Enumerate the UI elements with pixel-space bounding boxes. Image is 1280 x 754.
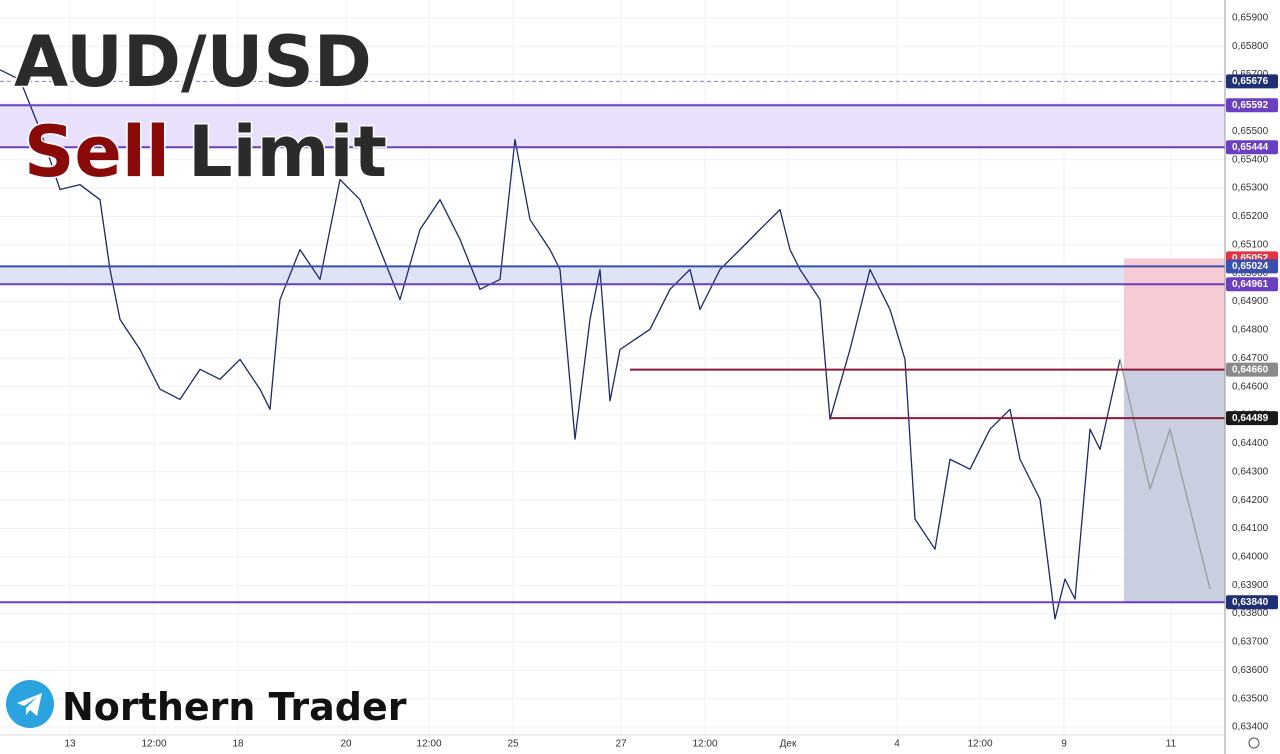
y-tick-label: 0,64900 xyxy=(1232,296,1269,307)
settings-icon[interactable] xyxy=(1248,737,1260,749)
y-tick-label: 0,63700 xyxy=(1232,637,1269,648)
level-label: 0,63840 xyxy=(1232,597,1269,608)
price-line xyxy=(0,69,1121,620)
y-tick-label: 0,65400 xyxy=(1232,154,1269,165)
zone xyxy=(0,105,1225,148)
position-box xyxy=(1124,258,1225,370)
level-label: 0,65592 xyxy=(1232,100,1269,111)
y-tick-label: 0,64000 xyxy=(1232,551,1269,562)
y-tick-label: 0,64100 xyxy=(1232,523,1269,534)
level-tag xyxy=(1226,98,1278,113)
y-tick-label: 0,64600 xyxy=(1232,381,1269,392)
subtitle-limit: Limit xyxy=(188,111,387,193)
chart-title: AUD/USD xyxy=(14,21,372,103)
y-tick-label: 0,65900 xyxy=(1232,13,1269,24)
x-tick-label: 12:00 xyxy=(967,739,992,750)
x-tick-label: 20 xyxy=(340,739,352,750)
position-box xyxy=(1124,369,1225,603)
level-label: 0,65052 xyxy=(1232,253,1269,264)
x-tick-label: 4 xyxy=(894,739,900,750)
level-label: 0,64961 xyxy=(1232,279,1269,290)
y-tick-label: 0,64700 xyxy=(1232,353,1269,364)
zone xyxy=(0,266,1225,285)
y-tick-label: 0,64300 xyxy=(1232,466,1269,477)
x-tick-label: 9 xyxy=(1061,739,1067,750)
y-tick-label: 0,65300 xyxy=(1232,183,1269,194)
x-tick-label: Дек xyxy=(780,739,797,750)
y-tick-label: 0,63800 xyxy=(1232,608,1269,619)
y-tick-label: 0,65100 xyxy=(1232,239,1269,250)
x-tick-label: 13 xyxy=(64,739,76,750)
telegram-plane xyxy=(17,693,42,716)
level-tag xyxy=(1226,140,1278,155)
x-tick-label: 11 xyxy=(1166,739,1177,750)
y-tick-label: 0,63400 xyxy=(1232,722,1269,733)
y-tick-label: 0,63600 xyxy=(1232,665,1269,676)
level-label: 0,65024 xyxy=(1232,261,1269,272)
plot-area xyxy=(0,0,1225,735)
y-tick-label: 0,64400 xyxy=(1232,438,1269,449)
level-label: 0,65444 xyxy=(1232,142,1269,153)
level-tag xyxy=(1226,277,1278,292)
level-label: 0,64660 xyxy=(1232,364,1269,375)
x-tick-label: 27 xyxy=(615,739,627,750)
y-tick-label: 0,64200 xyxy=(1232,495,1269,506)
level-tag xyxy=(1226,74,1278,89)
y-tick-label: 0,65500 xyxy=(1232,126,1269,137)
y-tick-label: 0,64800 xyxy=(1232,325,1269,336)
level-label: 0,64489 xyxy=(1232,413,1269,424)
level-tag xyxy=(1226,411,1278,426)
x-tick-label: 12:00 xyxy=(692,739,717,750)
level-tag xyxy=(1226,362,1278,377)
x-tick-label: 18 xyxy=(232,739,244,750)
y-tick-label: 0,65800 xyxy=(1232,41,1269,52)
level-tag xyxy=(1226,259,1278,274)
y-tick-label: 0,65200 xyxy=(1232,211,1269,222)
y-tick-label: 0,63500 xyxy=(1232,693,1269,704)
x-tick-label: 12:00 xyxy=(416,739,441,750)
x-tick-label: 25 xyxy=(507,739,519,750)
y-tick-label: 0,63900 xyxy=(1232,580,1269,591)
level-tag xyxy=(1226,595,1278,610)
brand: Northern Trader xyxy=(62,685,407,729)
level-label: 0,65676 xyxy=(1232,76,1269,87)
subtitle-sell: Sell xyxy=(24,111,170,193)
x-tick-label: 12:00 xyxy=(141,739,166,750)
price-line xyxy=(1119,359,1211,590)
